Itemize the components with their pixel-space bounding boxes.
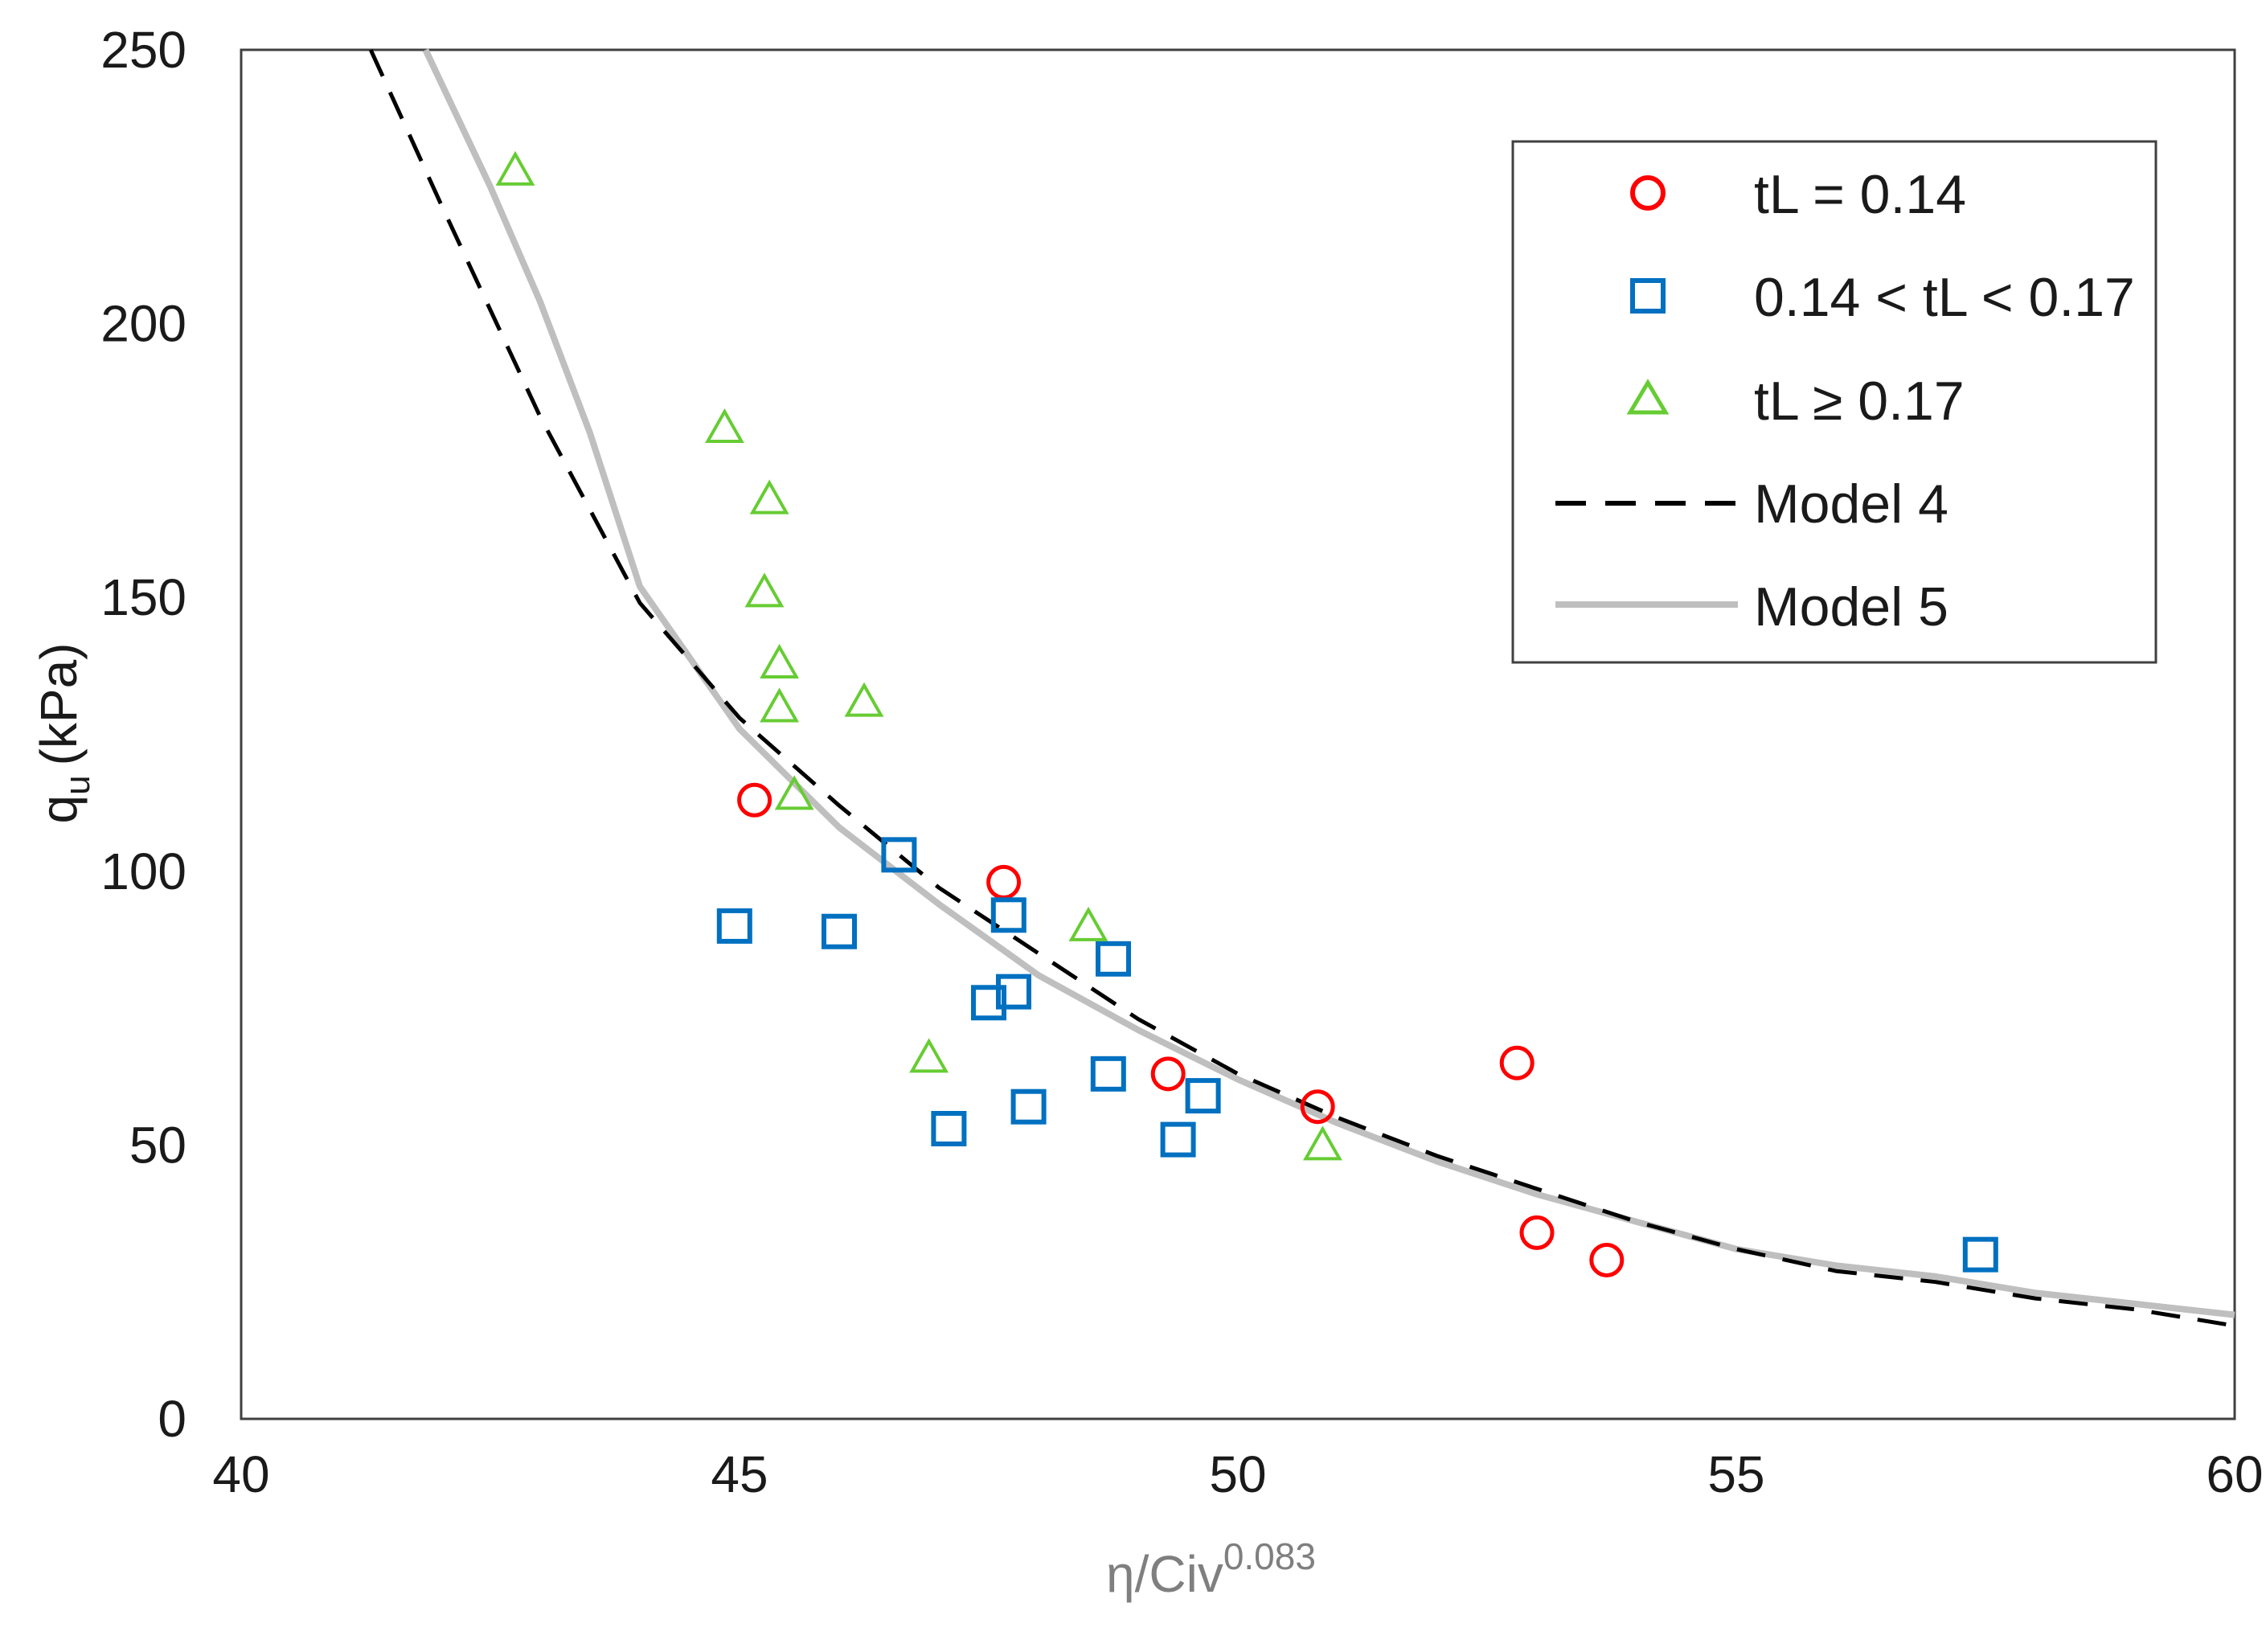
x-tick-label: 55	[1707, 1445, 1764, 1503]
legend: tL = 0.14 0.14 < tL < 0.17 tL ≥ 0.17 Mod…	[1511, 140, 2157, 664]
triangle-point	[704, 408, 744, 444]
legend-label-2: tL ≥ 0.17	[1754, 371, 1965, 432]
square-point	[971, 985, 1006, 1021]
x-tick-label: 40	[212, 1445, 269, 1503]
triangle-point	[1302, 1125, 1342, 1161]
legend-label-3: Model 4	[1754, 473, 1948, 535]
x-axis-title: η/Civ0.083	[1106, 1535, 1316, 1603]
circle-point	[1519, 1215, 1555, 1250]
legend-box	[1511, 140, 2157, 664]
y-axis-ticks: 0 50 100 150 200 250	[100, 21, 186, 1448]
x-tick-label: 45	[711, 1445, 768, 1503]
circle-point	[1499, 1045, 1535, 1080]
triangle-point	[760, 643, 800, 678]
legend-label-4: Model 5	[1754, 576, 1948, 637]
triangle-point	[760, 687, 800, 723]
legend-label-1: 0.14 < tL < 0.17	[1754, 267, 2135, 328]
triangle-point	[1068, 906, 1108, 941]
triangle-point	[749, 479, 789, 514]
square-point	[1962, 1236, 1998, 1273]
model-lines	[368, 48, 2235, 1328]
x-tick-label: 50	[1209, 1445, 1266, 1503]
y-tick-label: 250	[100, 21, 186, 79]
triangle-point	[909, 1038, 949, 1073]
model-5-line	[422, 48, 2235, 1318]
x-axis-title-base: η/Civ	[1106, 1545, 1223, 1603]
square-point	[1010, 1088, 1047, 1125]
y-tick-label: 0	[158, 1390, 186, 1448]
y-tick-label: 200	[100, 295, 186, 353]
triangle-point	[774, 775, 814, 810]
x-tick-label: 60	[2206, 1445, 2263, 1503]
y-tick-label: 50	[129, 1116, 186, 1174]
square-point	[1090, 1056, 1126, 1092]
square-point	[1185, 1078, 1221, 1114]
legend-marker-square	[1630, 278, 1666, 314]
triangle-point	[495, 150, 535, 186]
legend-marker-circle	[1630, 175, 1666, 211]
y-axis-title-base: q	[30, 795, 88, 824]
legend-label-0: tL = 0.14	[1754, 164, 1966, 225]
circle-point	[1589, 1242, 1625, 1277]
y-axis-title: qu (kPa)	[30, 643, 97, 824]
circle-point	[737, 782, 772, 818]
square-point	[996, 974, 1031, 1010]
y-tick-label: 100	[100, 842, 186, 900]
triangle-point	[844, 682, 884, 717]
square-point	[881, 837, 917, 873]
triangle-point	[744, 572, 785, 608]
square-point	[990, 897, 1026, 933]
x-axis-title-superscript: 0.083	[1223, 1535, 1316, 1577]
legend-marker-triangle	[1626, 379, 1670, 415]
y-axis-title-unit: (kPa)	[30, 643, 88, 766]
square-point	[1160, 1121, 1196, 1158]
circle-point	[1150, 1056, 1186, 1092]
x-axis-ticks: 40 45 50 55 60	[212, 1445, 2263, 1503]
square-point	[931, 1110, 967, 1146]
y-axis-title-subscript: u	[58, 775, 97, 794]
square-point	[822, 913, 857, 949]
square-point	[1096, 941, 1131, 977]
data-points	[495, 150, 1998, 1277]
square-point	[716, 908, 752, 944]
circle-point	[1300, 1089, 1335, 1125]
y-tick-label: 150	[100, 568, 186, 626]
